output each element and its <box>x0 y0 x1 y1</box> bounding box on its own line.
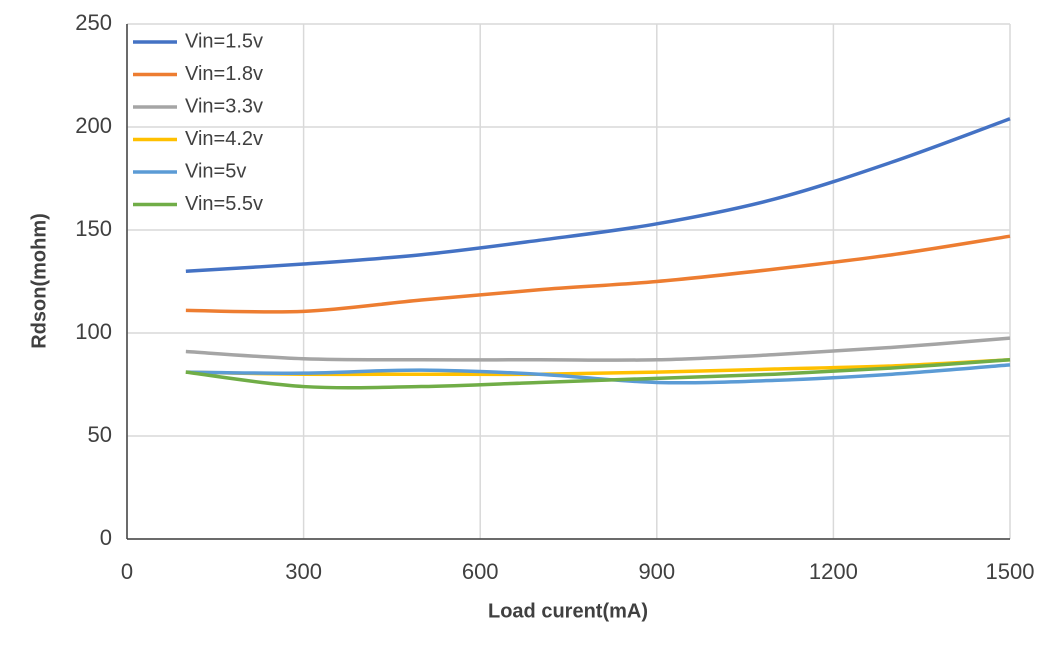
y-tick-label: 50 <box>88 422 112 447</box>
x-tick-label: 600 <box>462 559 499 584</box>
legend-label: Vin=5.5v <box>185 193 263 215</box>
x-tick-label: 1200 <box>809 559 858 584</box>
x-tick-label: 0 <box>121 559 133 584</box>
series-line <box>185 358 1011 390</box>
legend-label: Vin=4.2v <box>185 128 263 150</box>
x-tick-label: 1500 <box>986 559 1035 584</box>
y-axis-title: Rdson(mohm) <box>28 213 50 349</box>
legend-label: Vin=5v <box>185 160 246 182</box>
y-tick-label: 200 <box>75 113 112 138</box>
y-tick-label: 100 <box>75 319 112 344</box>
y-tick-label: 150 <box>75 216 112 241</box>
legend-label: Vin=1.5v <box>185 30 263 52</box>
series-line <box>185 336 1011 362</box>
series-line <box>185 117 1011 273</box>
legend-label: Vin=3.3v <box>185 95 263 117</box>
y-tick-label: 250 <box>75 10 112 35</box>
legend-label: Vin=1.8v <box>185 63 263 85</box>
x-tick-label: 300 <box>285 559 322 584</box>
x-tick-label: 900 <box>638 559 675 584</box>
y-tick-label: 0 <box>100 525 112 550</box>
series-line <box>185 234 1011 314</box>
x-axis-title: Load curent(mA) <box>488 600 648 622</box>
